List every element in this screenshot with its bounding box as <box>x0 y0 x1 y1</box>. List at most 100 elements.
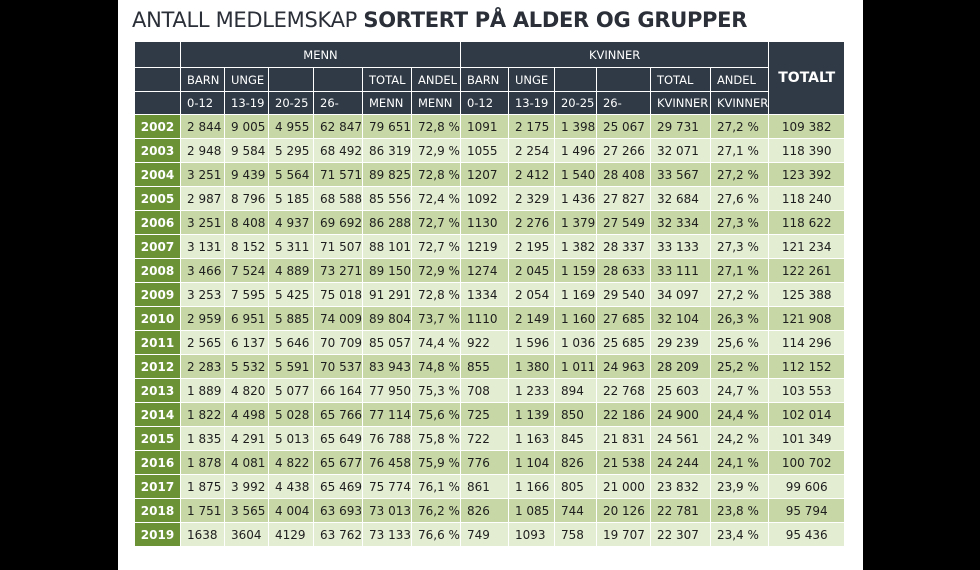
total-cell: 118 390 <box>768 138 846 163</box>
table-cell: 1 085 <box>507 498 555 523</box>
table-cell: 2 054 <box>507 282 555 307</box>
table-cell: 86 288 <box>362 210 412 235</box>
total-cell: 121 234 <box>768 234 846 259</box>
year-cell: 2008 <box>134 258 181 283</box>
table-cell: 72,4 % <box>411 186 461 211</box>
table-cell: 76 788 <box>362 426 412 451</box>
title-light: ANTALL MEDLEMSKAP <box>132 8 358 32</box>
table-cell: 20 126 <box>595 498 651 523</box>
table-cell: 76 458 <box>362 450 412 475</box>
table-cell: 32 071 <box>649 138 711 163</box>
table-cell: 22 768 <box>595 378 651 403</box>
table-cell: 845 <box>553 426 597 451</box>
table-cell: 33 567 <box>649 162 711 187</box>
table-cell: 24 963 <box>595 354 651 379</box>
table-cell: 27,3 % <box>709 210 770 235</box>
table-cell: 27,1 % <box>709 258 770 283</box>
table-cell: 27,2 % <box>709 162 770 187</box>
col-header-bottom: KVINNER <box>649 91 711 115</box>
table-cell: 3 466 <box>180 258 225 283</box>
col-header-bottom: 13-19 <box>507 91 555 115</box>
table-cell: 76,1 % <box>411 474 461 499</box>
membership-table: MENN KVINNER TOTALT BARN UNGE TOTAL ANDE… <box>134 41 846 547</box>
table-cell: 77 950 <box>362 378 412 403</box>
table-cell: 83 943 <box>362 354 412 379</box>
table-cell: 3 992 <box>224 474 269 499</box>
total-cell: 122 261 <box>768 258 846 283</box>
table-body: 2002 2 844 9 005 4 955 62 847 79 651 72,8 % 109… <box>134 114 846 547</box>
col-header-bottom: 26- <box>313 91 363 115</box>
table-cell: 1 163 <box>507 426 555 451</box>
table-cell: 4 081 <box>224 450 269 475</box>
table-cell: 73 133 <box>362 522 412 547</box>
total-cell: 101 349 <box>768 426 846 451</box>
table-cell: 34 097 <box>649 282 711 307</box>
table-cell: 826 <box>459 498 509 523</box>
table-cell: 1638 <box>180 522 225 547</box>
table-cell: 4129 <box>268 522 314 547</box>
table-cell: 1 835 <box>180 426 225 451</box>
table-cell: 744 <box>553 498 597 523</box>
table-cell: 850 <box>553 402 597 427</box>
table-cell: 2 276 <box>507 210 555 235</box>
table-cell: 62 847 <box>313 114 363 139</box>
table-row: 2002 2 844 9 005 4 955 62 847 79 651 72,8 % 109… <box>134 114 846 139</box>
table-cell: 72,8 % <box>411 282 461 307</box>
table-cell: 1091 <box>459 114 509 139</box>
table-row: 2004 3 251 9 439 5 564 71 571 89 825 72,8 % 120… <box>134 162 846 187</box>
year-cell: 2016 <box>134 450 181 475</box>
table-cell: 1 822 <box>180 402 225 427</box>
col-header-top: ANDEL <box>411 67 461 92</box>
table-cell: 91 291 <box>362 282 412 307</box>
table-cell: 27,1 % <box>709 138 770 163</box>
title-bold: SORTERT PÅ ALDER OG GRUPPER <box>363 8 748 32</box>
table-cell: 63 693 <box>313 498 363 523</box>
table-cell: 65 649 <box>313 426 363 451</box>
table-cell: 25 603 <box>649 378 711 403</box>
total-cell: 95 794 <box>768 498 846 523</box>
corner-cell <box>134 91 181 115</box>
total-cell: 121 908 <box>768 306 846 331</box>
page: ANTALL MEDLEMSKAP SORTERT PÅ ALDER OG GR… <box>118 0 863 570</box>
table-cell: 33 133 <box>649 234 711 259</box>
table-cell: 28 633 <box>595 258 651 283</box>
table-cell: 27,2 % <box>709 114 770 139</box>
table-cell: 1 380 <box>507 354 555 379</box>
table-cell: 85 057 <box>362 330 412 355</box>
table-cell: 24,2 % <box>709 426 770 451</box>
col-header-bottom: 20-25 <box>268 91 314 115</box>
table-cell: 32 104 <box>649 306 711 331</box>
total-cell: 102 014 <box>768 402 846 427</box>
table-cell: 1 169 <box>553 282 597 307</box>
table-cell: 9 439 <box>224 162 269 187</box>
table-cell: 1092 <box>459 186 509 211</box>
table-row: 2018 1 751 3 565 4 004 63 693 73 013 76,2 % 826… <box>134 498 846 523</box>
year-cell: 2005 <box>134 186 181 211</box>
table-cell: 75,9 % <box>411 450 461 475</box>
table-cell: 708 <box>459 378 509 403</box>
table-cell: 1207 <box>459 162 509 187</box>
table-cell: 4 498 <box>224 402 269 427</box>
table-cell: 65 677 <box>313 450 363 475</box>
table-cell: 69 692 <box>313 210 363 235</box>
table-cell: 23,9 % <box>709 474 770 499</box>
table-cell: 4 004 <box>268 498 314 523</box>
table-cell: 23,8 % <box>709 498 770 523</box>
year-cell: 2014 <box>134 402 181 427</box>
table-cell: 75,3 % <box>411 378 461 403</box>
table-cell: 749 <box>459 522 509 547</box>
table-cell: 4 438 <box>268 474 314 499</box>
table-cell: 5 028 <box>268 402 314 427</box>
table-cell: 71 507 <box>313 234 363 259</box>
table-cell: 1 036 <box>553 330 597 355</box>
table-cell: 24 244 <box>649 450 711 475</box>
table-cell: 5 311 <box>268 234 314 259</box>
year-cell: 2018 <box>134 498 181 523</box>
table-cell: 8 152 <box>224 234 269 259</box>
table-cell: 74,8 % <box>411 354 461 379</box>
corner-cell <box>134 41 181 68</box>
table-cell: 27 827 <box>595 186 651 211</box>
table-cell: 3 131 <box>180 234 225 259</box>
table-cell: 76,2 % <box>411 498 461 523</box>
corner-cell <box>134 67 181 92</box>
